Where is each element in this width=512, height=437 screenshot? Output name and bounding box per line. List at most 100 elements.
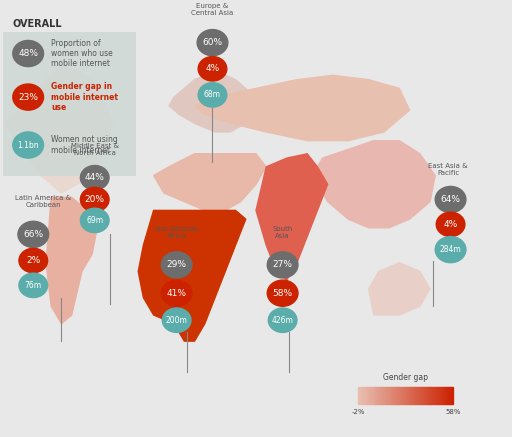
Text: Middle East &
North Africa: Middle East & North Africa: [71, 143, 119, 156]
Bar: [381, 387, 382, 404]
Circle shape: [13, 84, 44, 110]
Bar: [358, 387, 359, 404]
Bar: [398, 387, 399, 404]
Bar: [369, 387, 370, 404]
Bar: [390, 387, 391, 404]
Bar: [377, 387, 378, 404]
Bar: [421, 387, 422, 404]
Polygon shape: [5, 66, 113, 193]
Bar: [402, 387, 403, 404]
Bar: [418, 387, 419, 404]
Bar: [438, 387, 439, 404]
Circle shape: [435, 236, 466, 263]
Bar: [399, 387, 400, 404]
Bar: [445, 387, 446, 404]
Text: 200m: 200m: [166, 316, 187, 325]
Bar: [419, 387, 420, 404]
Bar: [401, 387, 402, 404]
Bar: [435, 387, 436, 404]
Text: East Asia &
Pacific: East Asia & Pacific: [428, 163, 468, 176]
Bar: [424, 387, 425, 404]
Text: 1.1bn: 1.1bn: [17, 141, 39, 149]
Bar: [444, 387, 445, 404]
Text: 41%: 41%: [166, 289, 187, 298]
Text: Europe &
Central Asia: Europe & Central Asia: [191, 3, 233, 17]
Bar: [407, 387, 408, 404]
Bar: [442, 387, 443, 404]
Text: Gender gap: Gender gap: [383, 373, 428, 382]
Text: Women not using
mobile internet: Women not using mobile internet: [51, 135, 118, 155]
Text: 284m: 284m: [440, 245, 461, 254]
Circle shape: [161, 280, 192, 306]
Bar: [370, 387, 371, 404]
Bar: [404, 387, 405, 404]
Bar: [396, 387, 397, 404]
Bar: [447, 387, 449, 404]
Bar: [441, 387, 442, 404]
Text: 76m: 76m: [25, 281, 42, 290]
FancyBboxPatch shape: [3, 32, 136, 176]
Bar: [366, 387, 367, 404]
Polygon shape: [169, 71, 256, 132]
Bar: [403, 387, 404, 404]
Text: 27%: 27%: [272, 260, 293, 269]
Circle shape: [197, 30, 228, 55]
Bar: [385, 387, 386, 404]
Circle shape: [198, 83, 227, 107]
Polygon shape: [154, 154, 266, 210]
Bar: [430, 387, 431, 404]
Bar: [364, 387, 365, 404]
Text: 60%: 60%: [202, 38, 223, 47]
Circle shape: [80, 208, 109, 232]
Bar: [392, 387, 393, 404]
Bar: [368, 387, 369, 404]
Text: 58%: 58%: [272, 289, 293, 298]
Bar: [388, 387, 389, 404]
Bar: [408, 387, 409, 404]
Bar: [436, 387, 437, 404]
Text: 23%: 23%: [18, 93, 38, 101]
Bar: [378, 387, 379, 404]
Bar: [380, 387, 381, 404]
Text: South
Asia: South Asia: [272, 226, 293, 239]
Bar: [439, 387, 440, 404]
Bar: [359, 387, 360, 404]
Bar: [375, 387, 376, 404]
Bar: [414, 387, 415, 404]
Bar: [365, 387, 366, 404]
Bar: [423, 387, 424, 404]
Bar: [424, 387, 425, 404]
Bar: [382, 387, 383, 404]
Bar: [440, 387, 441, 404]
Text: Latin America &
Caribbean: Latin America & Caribbean: [15, 195, 72, 208]
Bar: [417, 387, 418, 404]
Circle shape: [18, 221, 49, 247]
Text: 2%: 2%: [26, 256, 40, 265]
Text: -2%: -2%: [352, 409, 365, 415]
Bar: [360, 387, 361, 404]
Bar: [397, 387, 398, 404]
Text: 29%: 29%: [166, 260, 187, 269]
Bar: [425, 387, 426, 404]
Bar: [410, 387, 411, 404]
Text: 64%: 64%: [440, 195, 461, 204]
Bar: [428, 387, 429, 404]
Bar: [443, 387, 444, 404]
Bar: [391, 387, 392, 404]
Text: 66%: 66%: [23, 230, 44, 239]
Text: Gender gap in
mobile internet
use: Gender gap in mobile internet use: [51, 82, 118, 112]
Circle shape: [13, 132, 44, 158]
Bar: [449, 387, 450, 404]
Text: 20%: 20%: [84, 195, 105, 204]
Bar: [406, 387, 407, 404]
Polygon shape: [317, 141, 435, 228]
Circle shape: [267, 280, 298, 306]
Bar: [431, 387, 432, 404]
Text: 58%: 58%: [445, 409, 461, 415]
Bar: [426, 387, 428, 404]
Bar: [422, 387, 423, 404]
Bar: [429, 387, 430, 404]
Circle shape: [435, 187, 466, 212]
Bar: [405, 387, 406, 404]
Circle shape: [161, 252, 192, 278]
